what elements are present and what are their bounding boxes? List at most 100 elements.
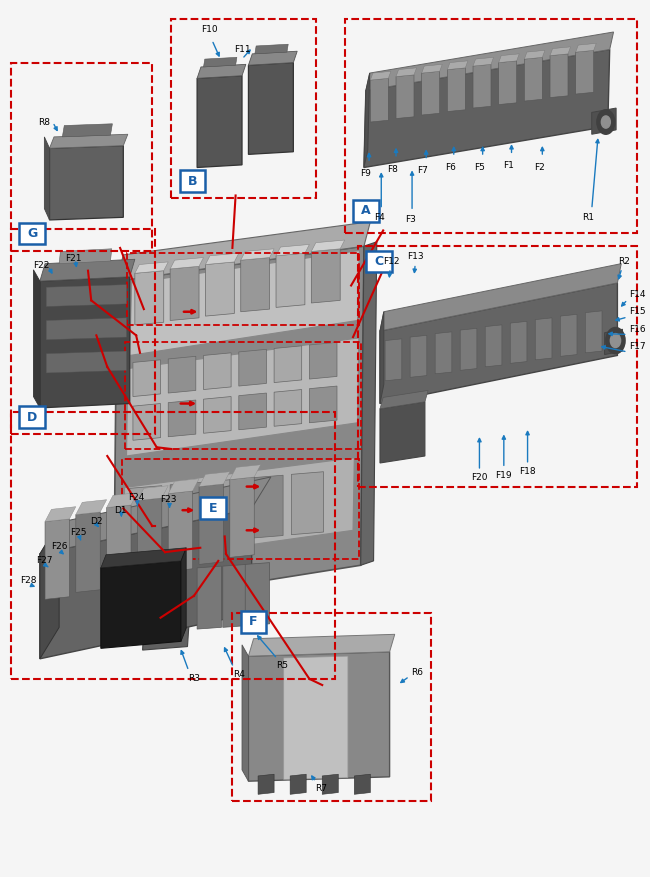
- Polygon shape: [258, 774, 274, 795]
- Polygon shape: [245, 563, 270, 625]
- Polygon shape: [168, 491, 192, 572]
- Polygon shape: [274, 389, 302, 426]
- Polygon shape: [525, 57, 542, 101]
- Text: F24: F24: [128, 494, 144, 503]
- Circle shape: [597, 110, 615, 134]
- Text: F22: F22: [33, 260, 50, 270]
- Polygon shape: [473, 64, 491, 108]
- Bar: [127, 253, 359, 324]
- Text: F17: F17: [629, 342, 645, 351]
- Polygon shape: [230, 465, 261, 480]
- Polygon shape: [101, 561, 181, 648]
- Polygon shape: [240, 249, 274, 260]
- Polygon shape: [230, 477, 254, 558]
- Polygon shape: [576, 43, 596, 52]
- Text: R1: R1: [582, 213, 595, 222]
- Polygon shape: [76, 500, 107, 515]
- Polygon shape: [385, 339, 402, 381]
- Polygon shape: [45, 507, 76, 522]
- Text: R2: R2: [618, 258, 630, 267]
- Bar: [20, 223, 45, 245]
- Polygon shape: [199, 484, 224, 565]
- Text: F16: F16: [629, 324, 645, 334]
- Polygon shape: [361, 242, 377, 566]
- Polygon shape: [550, 53, 568, 97]
- Polygon shape: [460, 328, 477, 370]
- Text: D2: D2: [90, 517, 103, 526]
- Text: C: C: [374, 255, 384, 268]
- Polygon shape: [585, 310, 602, 353]
- Text: F: F: [250, 615, 258, 628]
- Text: F2: F2: [534, 163, 545, 172]
- Text: F10: F10: [202, 25, 218, 34]
- Polygon shape: [127, 338, 359, 456]
- Polygon shape: [62, 124, 112, 137]
- Polygon shape: [101, 548, 186, 568]
- Text: E: E: [209, 502, 217, 515]
- Text: F13: F13: [407, 253, 424, 261]
- Polygon shape: [114, 246, 364, 604]
- Text: F25: F25: [70, 529, 86, 538]
- Polygon shape: [499, 53, 519, 62]
- Polygon shape: [223, 565, 247, 627]
- Text: R4: R4: [233, 670, 245, 679]
- Bar: [20, 406, 45, 428]
- Text: F6: F6: [445, 163, 456, 172]
- Polygon shape: [473, 57, 493, 66]
- Bar: [125, 342, 361, 449]
- Bar: [200, 497, 226, 519]
- Polygon shape: [604, 329, 623, 354]
- Text: R3: R3: [188, 674, 200, 682]
- Polygon shape: [170, 258, 203, 269]
- Polygon shape: [205, 253, 239, 265]
- Text: F15: F15: [629, 307, 645, 317]
- Polygon shape: [168, 400, 196, 437]
- Polygon shape: [242, 645, 248, 781]
- Polygon shape: [137, 498, 162, 578]
- Bar: [240, 610, 266, 632]
- Polygon shape: [422, 64, 442, 73]
- Polygon shape: [44, 137, 49, 220]
- Text: F12: F12: [384, 258, 400, 267]
- Text: F14: F14: [629, 289, 645, 299]
- Polygon shape: [309, 342, 337, 379]
- Polygon shape: [410, 335, 427, 377]
- Polygon shape: [380, 402, 425, 463]
- Polygon shape: [291, 472, 324, 535]
- Circle shape: [601, 116, 610, 128]
- Polygon shape: [276, 245, 309, 256]
- Polygon shape: [135, 271, 164, 324]
- Polygon shape: [485, 324, 502, 367]
- Polygon shape: [447, 68, 465, 111]
- Polygon shape: [203, 57, 237, 67]
- Polygon shape: [107, 505, 131, 585]
- Polygon shape: [276, 253, 305, 307]
- Polygon shape: [380, 311, 384, 403]
- Text: G: G: [27, 227, 37, 240]
- Text: F7: F7: [417, 167, 428, 175]
- Polygon shape: [510, 321, 527, 363]
- Bar: [353, 200, 379, 222]
- Text: F8: F8: [387, 165, 398, 174]
- Text: F26: F26: [51, 542, 68, 552]
- Polygon shape: [248, 652, 389, 781]
- Polygon shape: [40, 477, 271, 554]
- Polygon shape: [550, 46, 571, 55]
- Polygon shape: [576, 50, 593, 94]
- Polygon shape: [248, 62, 293, 154]
- Polygon shape: [40, 523, 59, 659]
- Polygon shape: [117, 222, 370, 282]
- Polygon shape: [137, 486, 168, 501]
- Bar: [11, 229, 155, 434]
- Polygon shape: [46, 351, 127, 373]
- Polygon shape: [535, 317, 552, 360]
- Text: D: D: [27, 410, 37, 424]
- Polygon shape: [311, 240, 344, 252]
- Polygon shape: [370, 78, 388, 122]
- Polygon shape: [40, 260, 135, 282]
- Polygon shape: [499, 61, 517, 104]
- Polygon shape: [49, 134, 128, 148]
- Text: R7: R7: [315, 784, 327, 793]
- Polygon shape: [380, 390, 428, 409]
- Polygon shape: [447, 61, 468, 69]
